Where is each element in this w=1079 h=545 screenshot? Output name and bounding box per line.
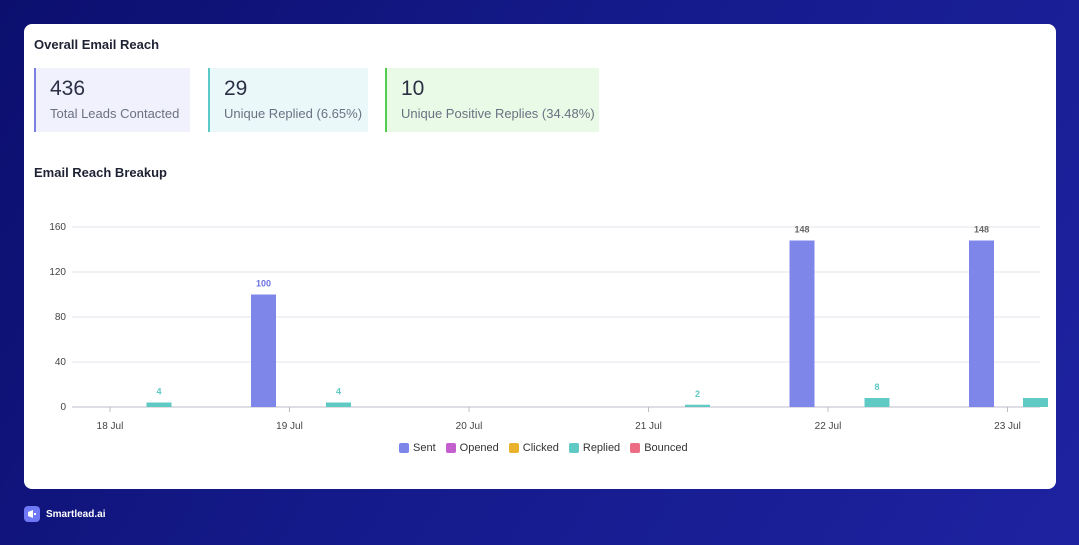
bar-sent	[789, 240, 815, 407]
smartlead-logo-icon	[24, 506, 40, 522]
stat-value: 29	[224, 77, 248, 100]
x-tick-label: 22 Jul	[815, 421, 842, 432]
legend-swatch	[445, 443, 456, 453]
legend-item-opened[interactable]: Opened	[445, 442, 499, 454]
legend-item-clicked[interactable]: Clicked	[508, 442, 559, 454]
section-title-breakup: Email Reach Breakup	[34, 165, 167, 180]
y-tick-label: 0	[60, 402, 66, 413]
bar-replied	[146, 402, 172, 407]
data-label: 2	[695, 389, 700, 399]
bar-sent	[251, 294, 276, 407]
bar-replied	[1023, 398, 1048, 407]
section-title-overall: Overall Email Reach	[34, 37, 160, 52]
stat-unique-replied: 29 Unique Replied (6.65%)	[208, 68, 368, 132]
y-tick-label: 40	[55, 357, 67, 368]
data-label: 100	[256, 279, 271, 289]
footer-brand: Smartlead.ai	[24, 506, 105, 522]
bar-replied	[326, 402, 351, 407]
legend-label: Sent	[413, 442, 436, 454]
y-tick-label: 120	[49, 267, 66, 278]
data-label: 8	[874, 382, 879, 392]
stat-total-leads: 436 Total Leads Contacted	[34, 68, 190, 132]
legend-item-sent[interactable]: Sent	[399, 442, 436, 454]
data-label: 148	[974, 225, 989, 235]
x-tick-label: 20 Jul	[456, 421, 483, 432]
stat-label: Unique Replied (6.65%)	[224, 106, 363, 121]
y-tick-label: 160	[49, 222, 66, 233]
legend-swatch	[568, 443, 579, 453]
stat-value: 436	[50, 77, 86, 100]
bar-replied	[685, 404, 710, 407]
email-reach-chart: 160 120 80 40 0 18 Jul 19 Jul 20 Jul 21 Jul 22 Ju…	[49, 222, 1048, 432]
stat-positive-replies: 10 Unique Positive Replies (34.48%)	[385, 68, 599, 132]
legend-label: Replied	[582, 442, 621, 454]
stat-label: Total Leads Contacted	[50, 106, 180, 121]
bar-replied	[864, 398, 890, 407]
data-label: 4	[156, 387, 161, 397]
stat-label: Unique Positive Replies (34.48%)	[401, 106, 595, 121]
x-tick-label: 19 Jul	[276, 421, 303, 432]
email-reach-card: Overall Email Reach 436 Total Leads Cont…	[24, 24, 1056, 489]
legend-label: Clicked	[522, 442, 559, 454]
data-label: 148	[794, 225, 809, 235]
data-label: 4	[336, 387, 341, 397]
x-tick-label: 18 Jul	[97, 421, 124, 432]
legend-swatch	[508, 443, 519, 453]
x-tick-label: 21 Jul	[635, 421, 662, 432]
chart-legend: Sent Opened Clicked Replied Bounced	[399, 442, 688, 454]
bar-sent	[969, 240, 994, 407]
legend-swatch	[399, 443, 409, 453]
legend-item-replied[interactable]: Replied	[568, 442, 621, 454]
y-tick-label: 80	[55, 312, 67, 323]
legend-swatch	[630, 443, 641, 453]
brand-name: Smartlead.ai	[46, 508, 106, 520]
stat-value: 10	[401, 77, 425, 100]
legend-item-bounced[interactable]: Bounced	[630, 442, 688, 454]
legend-label: Opened	[459, 442, 499, 454]
x-tick-label: 23 Jul	[994, 421, 1021, 432]
legend-label: Bounced	[644, 442, 688, 454]
